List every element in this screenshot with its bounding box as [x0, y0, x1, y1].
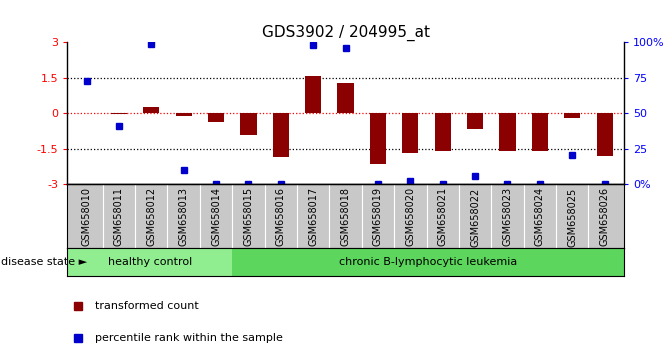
Bar: [176, 113, 192, 116]
Text: GSM658016: GSM658016: [276, 187, 286, 246]
Bar: [240, 113, 256, 135]
Text: percentile rank within the sample: percentile rank within the sample: [95, 333, 282, 343]
Text: GSM658014: GSM658014: [211, 187, 221, 246]
Bar: [467, 113, 483, 129]
Text: GSM658021: GSM658021: [437, 187, 448, 246]
Bar: [305, 75, 321, 113]
Text: chronic B-lymphocytic leukemia: chronic B-lymphocytic leukemia: [339, 257, 517, 267]
Text: disease state ►: disease state ►: [1, 257, 87, 267]
Bar: [499, 113, 515, 151]
Bar: [435, 113, 451, 151]
Bar: [232, 248, 624, 276]
Text: GSM658011: GSM658011: [114, 187, 124, 246]
Text: GSM658022: GSM658022: [470, 187, 480, 246]
Text: GSM658010: GSM658010: [82, 187, 91, 246]
Text: GSM658018: GSM658018: [341, 187, 350, 246]
Bar: [370, 113, 386, 164]
Text: GSM658026: GSM658026: [600, 187, 609, 246]
Text: GSM658024: GSM658024: [535, 187, 545, 246]
Bar: [272, 113, 289, 157]
Text: GSM658020: GSM658020: [405, 187, 415, 246]
Text: GSM658019: GSM658019: [373, 187, 383, 246]
Text: GSM658012: GSM658012: [146, 187, 156, 246]
Text: GSM658023: GSM658023: [503, 187, 513, 246]
Bar: [143, 107, 160, 113]
Text: healthy control: healthy control: [107, 257, 192, 267]
Bar: [597, 113, 613, 156]
Text: transformed count: transformed count: [95, 301, 199, 311]
Bar: [111, 113, 127, 114]
Bar: [402, 113, 419, 153]
Text: GSM658025: GSM658025: [567, 187, 577, 246]
Bar: [564, 113, 580, 118]
Text: GSM658015: GSM658015: [244, 187, 254, 246]
Bar: [208, 113, 224, 121]
Text: GSM658017: GSM658017: [308, 187, 318, 246]
Bar: [67, 248, 232, 276]
Text: GSM658013: GSM658013: [178, 187, 189, 246]
Bar: [531, 113, 548, 151]
Bar: [338, 82, 354, 113]
Title: GDS3902 / 204995_at: GDS3902 / 204995_at: [262, 25, 429, 41]
